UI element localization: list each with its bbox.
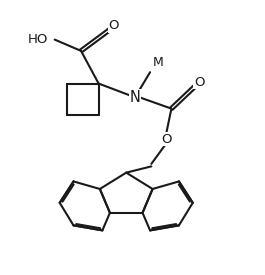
Text: O: O [161, 133, 172, 146]
Text: HO: HO [28, 33, 48, 46]
Text: O: O [194, 76, 204, 89]
Text: N: N [130, 90, 140, 105]
Text: M: M [153, 56, 164, 69]
Text: O: O [108, 19, 119, 32]
